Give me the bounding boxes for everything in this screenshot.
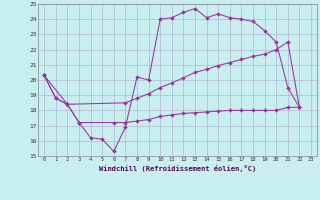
X-axis label: Windchill (Refroidissement éolien,°C): Windchill (Refroidissement éolien,°C) <box>99 165 256 172</box>
